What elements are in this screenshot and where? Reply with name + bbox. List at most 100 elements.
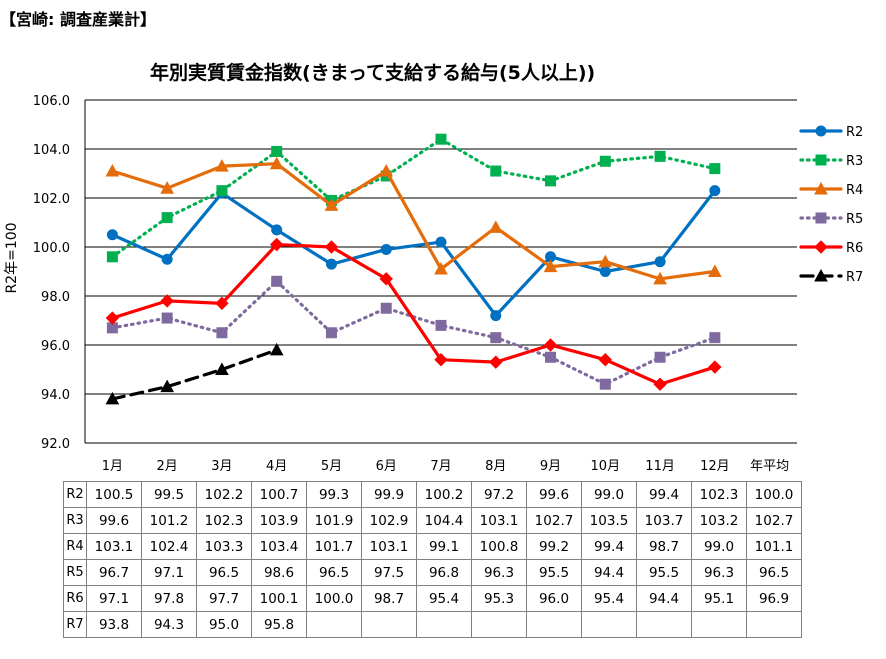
table-cell: 99.9 — [361, 481, 417, 508]
table-cell: 100.7 — [251, 481, 307, 508]
x-tick-label: 4月 — [266, 459, 287, 474]
row-label: R5 — [63, 559, 87, 586]
table-cell: 103.4 — [251, 533, 307, 560]
series-r4 — [105, 156, 722, 285]
table-cell: 99.1 — [416, 533, 472, 560]
legend-marker — [814, 240, 828, 254]
data-point-r3 — [106, 251, 118, 263]
table-cell: 95.0 — [196, 611, 252, 638]
legend-label: R4 — [846, 183, 863, 198]
legend-item-r7: R7 — [799, 268, 863, 285]
data-point-r7 — [215, 362, 229, 375]
table-cell: 95.1 — [691, 585, 747, 612]
table-cell: 99.4 — [636, 481, 692, 508]
x-tick-label: 10月 — [591, 459, 621, 474]
series-r5 — [106, 275, 721, 390]
row-label: R3 — [63, 507, 87, 534]
row-label: R4 — [63, 533, 87, 560]
legend-marker — [815, 212, 827, 224]
table-cell: 98.7 — [361, 585, 417, 612]
data-point-r5 — [490, 332, 502, 344]
y-tick-label: 98.0 — [41, 290, 70, 305]
table-cell: 95.5 — [526, 559, 582, 586]
data-point-r6 — [269, 237, 284, 252]
data-point-r3 — [709, 163, 721, 175]
table-cell: 103.5 — [581, 507, 637, 534]
y-axis-label: R2年=100 — [4, 222, 20, 293]
x-tick-label: 5月 — [321, 459, 342, 474]
table-row: R7 93.8 94.3 95.0 95.8 — [63, 611, 802, 638]
table-cell: 99.6 — [526, 481, 582, 508]
data-table: R2 100.5 99.5 102.2 100.7 99.3 99.9 100.2 97.2 99… — [63, 481, 802, 638]
y-tick-labels: 92.0 94.0 96.0 98.0 100.0 102.0 104.0 106.0 — [33, 94, 70, 452]
table-cell: 102.2 — [196, 481, 252, 508]
table-cell: 93.8 — [86, 611, 142, 638]
series-group — [105, 133, 722, 405]
table-cell — [691, 611, 747, 638]
y-tick-label: 96.0 — [41, 339, 70, 354]
table-cell: 104.4 — [416, 507, 472, 534]
series-r6 — [105, 237, 722, 391]
data-point-r6 — [105, 311, 120, 325]
table-cell: 99.2 — [526, 533, 582, 560]
table-cell: 99.0 — [691, 533, 747, 560]
table-cell — [526, 611, 582, 638]
data-point-r6 — [379, 272, 393, 286]
data-point-r3 — [216, 185, 228, 197]
table-cell: 97.2 — [471, 481, 527, 508]
data-point-r3 — [435, 133, 447, 145]
table-cell: 100.8 — [471, 533, 527, 560]
series-line-r6 — [110, 242, 717, 386]
table-cell: 96.5 — [306, 559, 362, 586]
data-point-r6 — [653, 377, 667, 391]
x-tick-label: 9月 — [540, 459, 561, 474]
legend-marker — [814, 181, 828, 195]
data-point-r6 — [324, 240, 339, 254]
series-line-r2 — [110, 189, 717, 318]
legend-label: R3 — [846, 154, 863, 169]
data-point-r2 — [599, 266, 611, 277]
row-label: R7 — [63, 611, 87, 638]
data-point-r4 — [379, 164, 394, 177]
corner-label: 【宮崎: 調査産業計】 — [0, 10, 156, 29]
data-point-r7 — [160, 379, 174, 393]
table-cell: 101.2 — [141, 507, 197, 534]
table-cell: 100.0 — [306, 585, 362, 612]
y-tick-label: 100.0 — [33, 241, 70, 256]
row-label: R2 — [63, 481, 87, 508]
table-cell — [471, 611, 527, 638]
legend-label: R7 — [846, 270, 863, 285]
table-cell: 96.7 — [86, 559, 142, 586]
x-tick-label: 3月 — [211, 459, 232, 474]
table-cell: 97.7 — [196, 585, 252, 612]
chart-title: 年別実質賃金指数(きまって支給する給与(5人以上)) — [150, 62, 596, 84]
table-row: R2 100.5 99.5 102.2 100.7 99.3 99.9 100.2 97.2 99… — [63, 481, 802, 508]
table-cell: 99.3 — [306, 481, 362, 508]
table-cell: 99.0 — [581, 481, 637, 508]
data-point-r5 — [545, 351, 557, 363]
table-cell: 96.5 — [196, 559, 252, 586]
legend-label: R6 — [846, 241, 863, 256]
data-point-r6 — [215, 296, 229, 311]
legend: R2 R3 R4 R5 R6 R7 — [799, 125, 863, 285]
x-tick-label: 1月 — [102, 459, 123, 474]
y-tick-label: 94.0 — [41, 388, 70, 403]
table-cell: 97.1 — [141, 559, 197, 586]
series-line-r3 — [110, 137, 717, 259]
data-point-r2 — [490, 310, 502, 322]
table-cell: 98.6 — [251, 559, 307, 586]
data-point-r5 — [161, 312, 173, 324]
data-point-r4 — [160, 181, 174, 194]
table-cell: 95.5 — [636, 559, 692, 586]
table-cell: 102.4 — [141, 533, 197, 560]
data-point-r5 — [709, 332, 721, 344]
data-point-r2 — [106, 229, 118, 241]
table-row: R3 99.6 101.2 102.3 103.9 101.9 102.9 104.4 103.… — [63, 507, 802, 534]
x-tick-label: 8月 — [485, 459, 506, 474]
data-point-r5 — [216, 327, 228, 339]
table-cell: 103.9 — [251, 507, 307, 534]
data-point-r3 — [545, 175, 557, 187]
x-tick-label: 11月 — [645, 459, 675, 474]
legend-marker — [815, 125, 827, 137]
data-point-r4 — [708, 264, 722, 277]
